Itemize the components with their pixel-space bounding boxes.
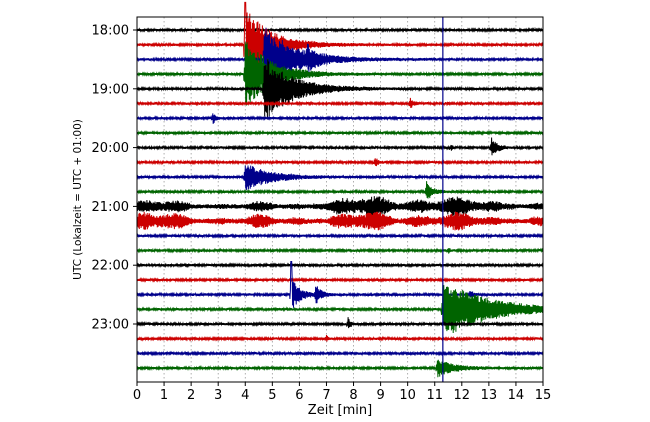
x-tick-label: 11 [426,388,443,403]
plot-frame [136,16,544,383]
y-axis-ticks: 18:00 19:00 20:00 21:00 22:00 23:00 [92,24,137,333]
seismic-trace [136,181,544,199]
x-tick-label: 12 [454,388,471,403]
seismic-trace [136,196,544,217]
seismic-trace [136,26,544,34]
seismic-trace [136,261,544,308]
x-axis-ticks: 0 1 2 3 4 5 6 7 8 9 10 11 12 13 14 15 [133,382,551,403]
seismic-trace [136,276,544,283]
x-tick-label: 14 [508,388,525,403]
x-tick-label: 9 [376,388,384,403]
seismic-trace [136,317,544,329]
seismic-trace [136,334,544,342]
x-tick-label: 3 [214,388,222,403]
x-tick-label: 5 [268,388,276,403]
seismic-trace [136,165,544,191]
seismic-trace [136,137,544,156]
x-tick-label: 2 [187,388,195,403]
x-tick-label: 10 [399,388,416,403]
seismic-trace [136,211,544,231]
x-tick-label: 4 [241,388,249,403]
seismic-trace [136,27,544,91]
seismic-trace [136,158,544,167]
y-tick-label: 21:00 [92,200,129,215]
seismic-trace [136,59,544,120]
x-tick-label: 13 [481,388,498,403]
seismic-trace [136,232,544,239]
seismic-trace [136,97,544,109]
x-tick-label: 7 [322,388,330,403]
y-tick-label: 22:00 [92,259,129,274]
seismic-trace [136,42,544,106]
x-tick-label: 15 [535,388,552,403]
y-tick-label: 23:00 [92,318,129,333]
y-tick-label: 19:00 [92,82,129,97]
x-axis-label: Zeit [min] [308,403,372,418]
seismic-trace [136,262,544,269]
seismic-trace [136,247,544,254]
y-tick-label: 18:00 [92,24,129,39]
y-axis-label: UTC (Lokalzeit = UTC + 01:00) [72,119,84,280]
seismic-trace [136,284,544,334]
seismic-trace [136,1,544,76]
seismic-traces [136,1,544,378]
seismic-trace [136,359,544,378]
seismic-trace [136,113,544,124]
x-tick-label: 6 [295,388,303,403]
x-tick-label: 8 [349,388,357,403]
seismic-trace [136,129,544,136]
x-tick-label: 1 [160,388,168,403]
vertical-gridlines [163,17,517,382]
x-tick-label: 0 [133,388,141,403]
seismic-trace [136,350,544,357]
y-tick-label: 20:00 [92,141,129,156]
